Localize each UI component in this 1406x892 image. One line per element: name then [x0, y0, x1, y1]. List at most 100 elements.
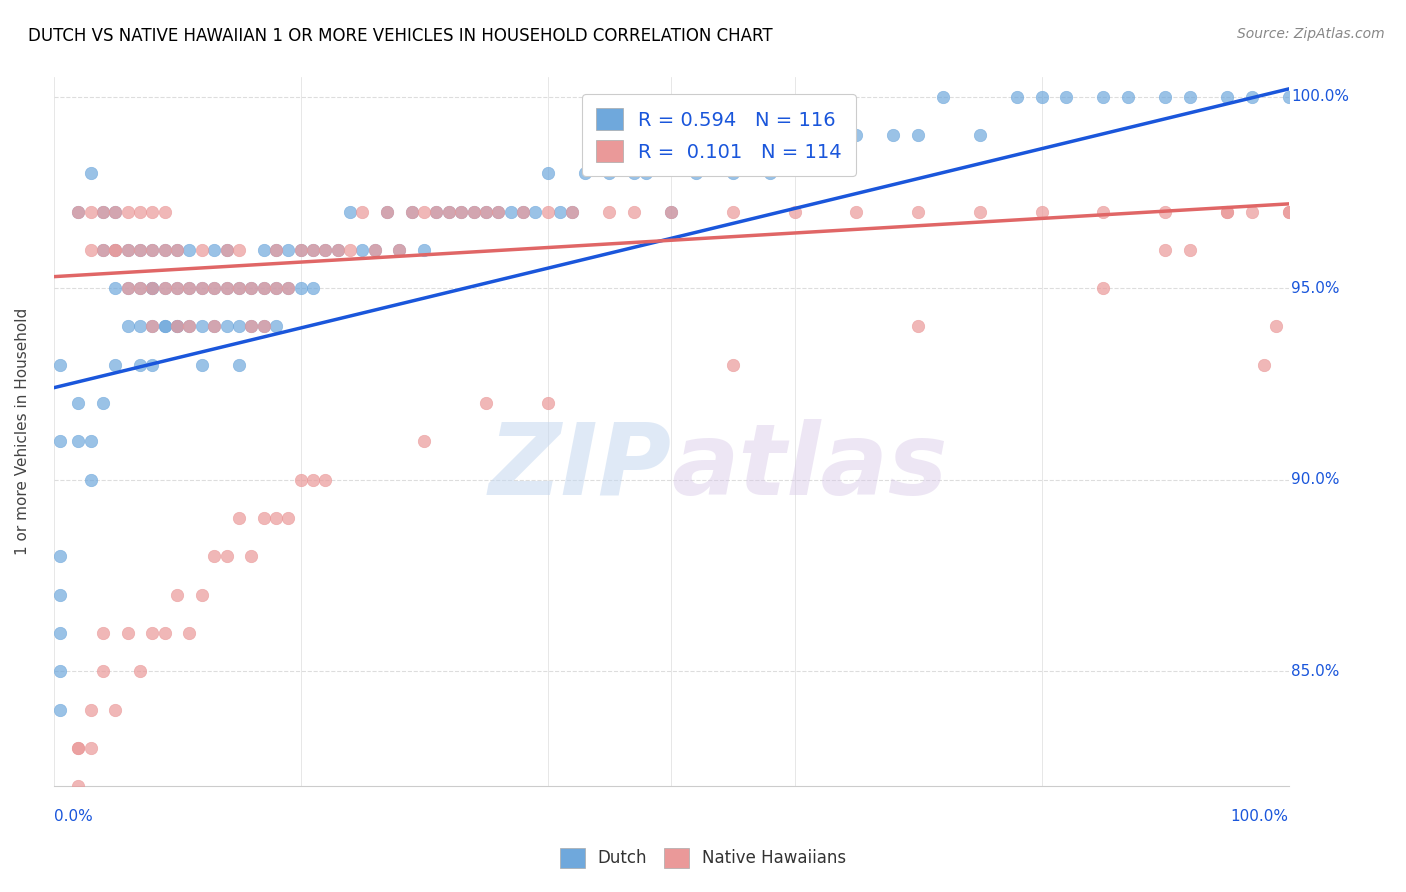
Point [302, 473, 325, 487]
Point [561, 204, 583, 219]
Point [67, 434, 90, 449]
Point [290, 281, 312, 295]
Point [413, 434, 436, 449]
Point [1240, 204, 1263, 219]
Point [425, 204, 447, 219]
Point [228, 319, 250, 334]
Point [907, 204, 929, 219]
Point [290, 473, 312, 487]
Point [179, 319, 201, 334]
Point [290, 243, 312, 257]
Point [166, 319, 188, 334]
Point [388, 243, 411, 257]
Point [153, 281, 176, 295]
Point [91, 243, 114, 257]
Point [512, 204, 534, 219]
Point [129, 243, 152, 257]
Point [1178, 243, 1201, 257]
Point [486, 204, 509, 219]
Point [228, 243, 250, 257]
Point [1031, 89, 1053, 103]
Point [202, 243, 225, 257]
Point [524, 204, 547, 219]
Point [117, 281, 139, 295]
Point [1278, 89, 1301, 103]
Point [79, 166, 101, 180]
Point [1005, 89, 1028, 103]
Point [252, 319, 274, 334]
Point [302, 243, 325, 257]
Point [166, 281, 188, 295]
Text: 100.0%: 100.0% [1230, 809, 1289, 824]
Point [783, 128, 806, 142]
Legend: R = 0.594   N = 116, R =  0.101   N = 114: R = 0.594 N = 116, R = 0.101 N = 114 [582, 95, 856, 176]
Point [623, 204, 645, 219]
Text: 0.0%: 0.0% [53, 809, 93, 824]
Point [91, 396, 114, 410]
Point [240, 549, 263, 564]
Text: Source: ZipAtlas.com: Source: ZipAtlas.com [1237, 27, 1385, 41]
Point [721, 204, 744, 219]
Point [141, 626, 163, 640]
Point [79, 473, 101, 487]
Text: ZIP: ZIP [488, 418, 671, 516]
Point [882, 128, 904, 142]
Point [191, 358, 214, 372]
Point [561, 204, 583, 219]
Point [574, 166, 596, 180]
Point [264, 281, 287, 295]
Point [401, 204, 423, 219]
Point [49, 626, 72, 640]
Point [104, 243, 127, 257]
Point [1178, 89, 1201, 103]
Point [129, 665, 152, 679]
Text: 90.0%: 90.0% [1291, 472, 1340, 487]
Point [129, 319, 152, 334]
Point [228, 281, 250, 295]
Point [536, 204, 558, 219]
Point [1278, 204, 1301, 219]
Point [1092, 281, 1115, 295]
Point [49, 549, 72, 564]
Point [1092, 204, 1115, 219]
Point [215, 281, 238, 295]
Point [969, 204, 991, 219]
Point [215, 549, 238, 564]
Point [264, 511, 287, 525]
Point [475, 204, 498, 219]
Point [141, 281, 163, 295]
Point [437, 204, 460, 219]
Point [202, 319, 225, 334]
Point [141, 243, 163, 257]
Point [463, 204, 485, 219]
Text: 100.0%: 100.0% [1291, 89, 1350, 104]
Point [79, 434, 101, 449]
Point [117, 243, 139, 257]
Point [104, 702, 127, 716]
Point [808, 128, 831, 142]
Point [117, 626, 139, 640]
Point [202, 281, 225, 295]
Point [202, 549, 225, 564]
Point [277, 281, 299, 295]
Point [179, 281, 201, 295]
Point [1154, 89, 1177, 103]
Point [264, 281, 287, 295]
Point [536, 396, 558, 410]
Point [228, 358, 250, 372]
Point [907, 319, 929, 334]
Point [191, 281, 214, 295]
Point [91, 243, 114, 257]
Point [759, 166, 782, 180]
Point [277, 281, 299, 295]
Text: atlas: atlas [671, 418, 948, 516]
Point [1216, 204, 1239, 219]
Point [228, 281, 250, 295]
Point [67, 396, 90, 410]
Point [91, 204, 114, 219]
Point [364, 243, 387, 257]
Point [153, 281, 176, 295]
Point [1092, 89, 1115, 103]
Point [91, 665, 114, 679]
Point [907, 128, 929, 142]
